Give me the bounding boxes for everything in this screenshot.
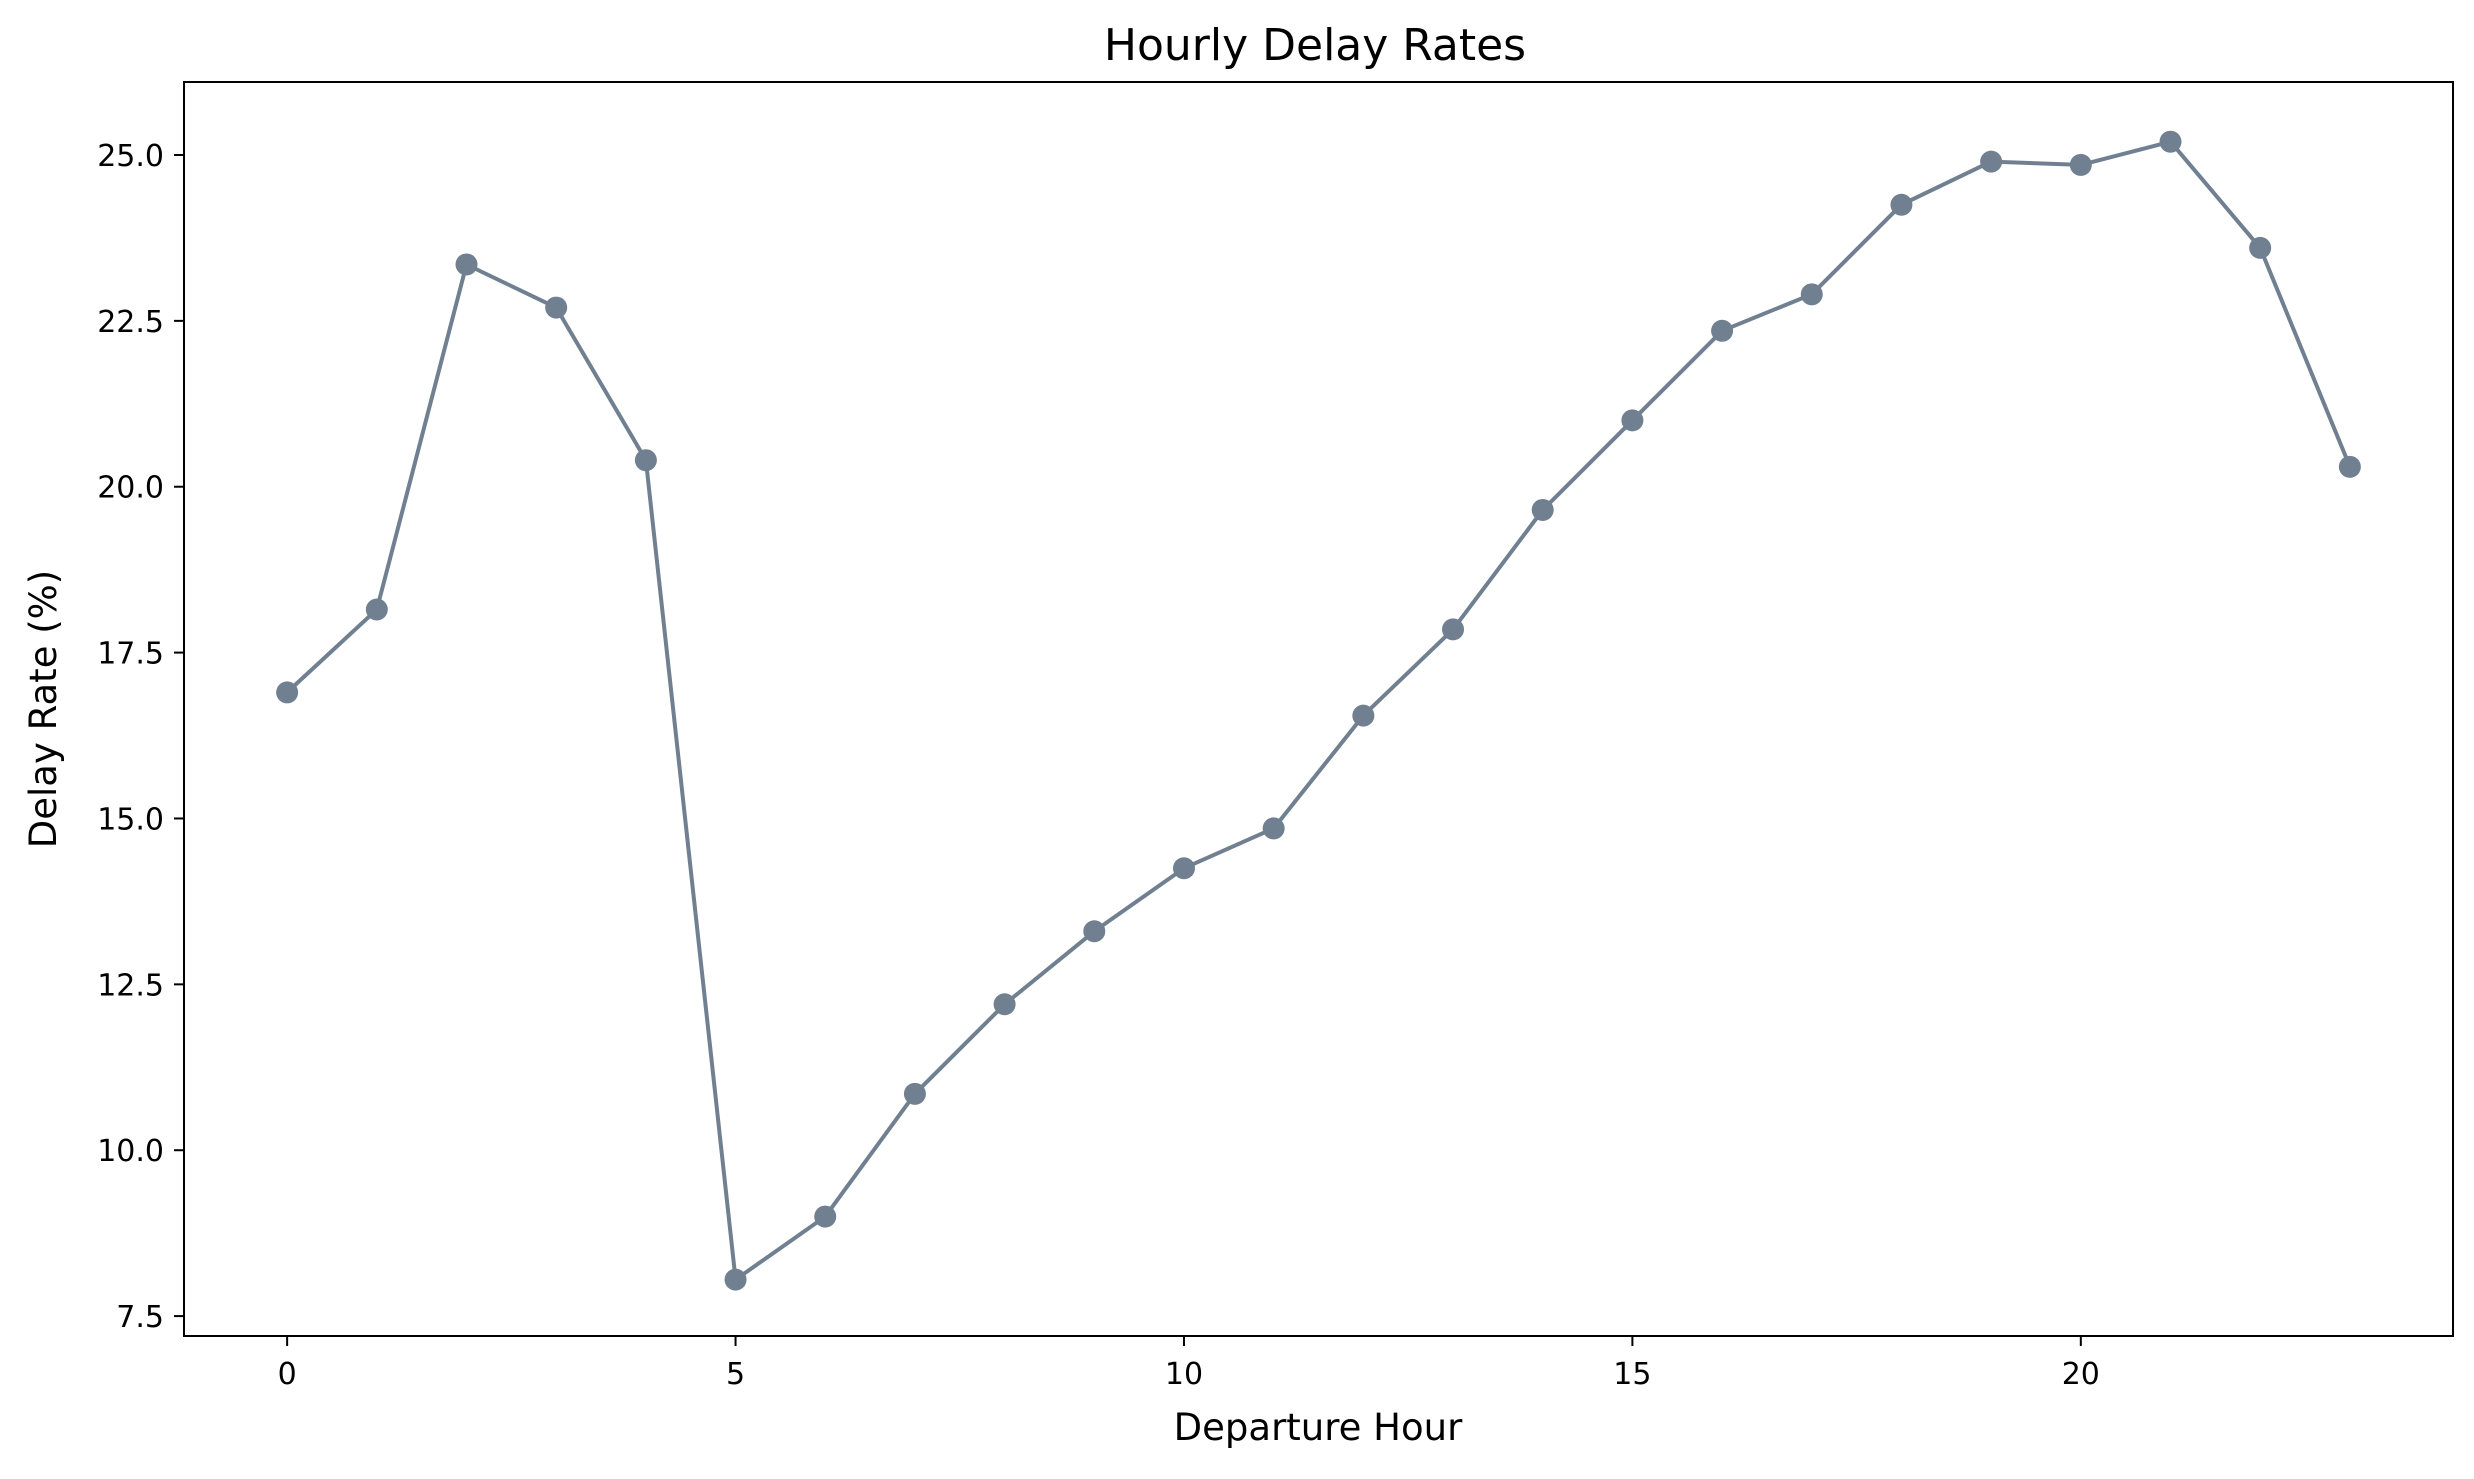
series-line xyxy=(285,139,2352,1282)
data-point xyxy=(2159,130,2182,153)
y-tick-label: 22.5 xyxy=(97,305,164,340)
data-point xyxy=(276,681,299,704)
x-tick-label: 15 xyxy=(1613,1357,1651,1392)
x-tick-label: 0 xyxy=(278,1357,297,1392)
y-tick-label: 20.0 xyxy=(97,471,164,506)
chart-title: Hourly Delay Rates xyxy=(1104,20,1526,71)
plot-area-frame xyxy=(183,81,2454,1337)
data-point xyxy=(455,253,478,276)
data-point xyxy=(2338,455,2361,478)
data-point xyxy=(1352,704,1375,727)
data-point xyxy=(1711,319,1734,342)
data-point xyxy=(2249,236,2272,259)
x-axis-label: Departure Hour xyxy=(1174,1406,1463,1449)
x-tick-label: 5 xyxy=(726,1357,745,1392)
data-point xyxy=(724,1268,747,1291)
data-point xyxy=(1442,618,1465,641)
data-point xyxy=(814,1205,837,1228)
y-tick-label: 25.0 xyxy=(97,139,164,174)
axis-ticks: 0 5 10 15 20 7.5 10.0 12.5 15.0 17.5 20.0 22.5 25.0 xyxy=(97,139,2100,1392)
data-point xyxy=(993,993,1016,1016)
data-point xyxy=(2069,153,2092,176)
data-point xyxy=(1800,283,1823,306)
x-tick-label: 20 xyxy=(2062,1357,2100,1392)
data-point xyxy=(1531,498,1554,521)
data-series xyxy=(276,130,2361,1291)
data-point xyxy=(1621,409,1644,432)
data-point xyxy=(634,449,657,472)
x-tick-label: 10 xyxy=(1165,1357,1203,1392)
data-point xyxy=(903,1082,926,1105)
y-tick-label: 10.0 xyxy=(97,1134,164,1169)
data-point xyxy=(1890,193,1913,216)
y-axis-label: Delay Rate (%) xyxy=(22,570,65,849)
data-point xyxy=(545,296,568,319)
data-point xyxy=(1172,857,1195,880)
y-tick-label: 15.0 xyxy=(97,802,164,837)
y-tick-label: 7.5 xyxy=(116,1300,164,1335)
data-point xyxy=(1262,817,1285,840)
data-point xyxy=(1980,150,2003,173)
data-point xyxy=(1083,920,1106,943)
y-tick-label: 12.5 xyxy=(97,968,164,1003)
y-tick-label: 17.5 xyxy=(97,637,164,672)
data-point xyxy=(365,598,388,621)
